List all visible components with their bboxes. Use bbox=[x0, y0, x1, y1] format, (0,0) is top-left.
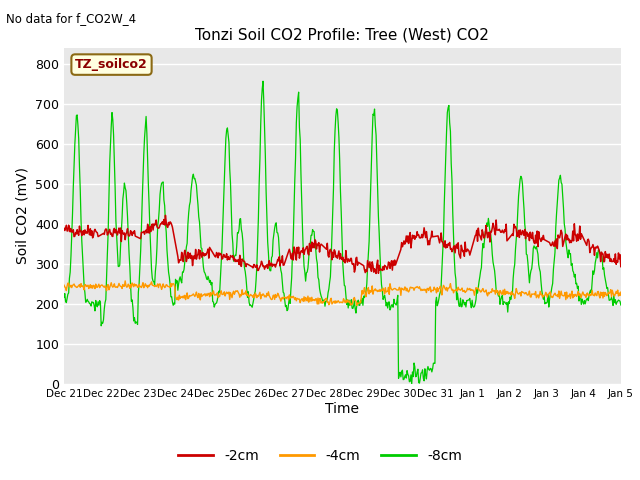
Text: TZ_soilco2: TZ_soilco2 bbox=[75, 58, 148, 71]
Y-axis label: Soil CO2 (mV): Soil CO2 (mV) bbox=[15, 168, 29, 264]
Legend: -2cm, -4cm, -8cm: -2cm, -4cm, -8cm bbox=[173, 443, 467, 468]
Text: No data for f_CO2W_4: No data for f_CO2W_4 bbox=[6, 12, 136, 25]
X-axis label: Time: Time bbox=[325, 402, 360, 416]
Title: Tonzi Soil CO2 Profile: Tree (West) CO2: Tonzi Soil CO2 Profile: Tree (West) CO2 bbox=[195, 28, 490, 43]
